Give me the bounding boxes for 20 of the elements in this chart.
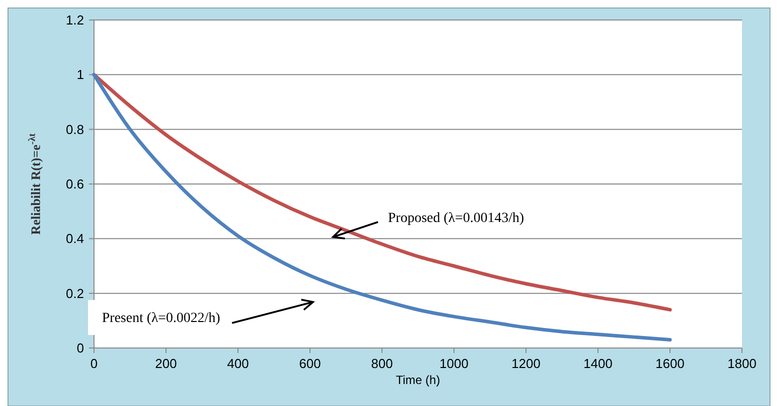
x-tick-label: 1200 [512, 356, 540, 371]
x-tick-label: 600 [299, 356, 321, 371]
x-tick-label: 400 [227, 356, 249, 371]
x-tick-label: 800 [371, 356, 393, 371]
y-tick-label: 0.8 [66, 122, 84, 137]
annotation: Present (λ=0.0022/h) [102, 311, 220, 326]
x-tick-label: 1000 [440, 356, 468, 371]
y-tick-label: 0.4 [66, 231, 84, 246]
x-tick-label: 1800 [728, 356, 756, 371]
x-axis-title: Time (h) [396, 373, 440, 387]
y-tick-label: 0 [76, 340, 84, 356]
x-tick-label: 1400 [584, 356, 612, 371]
y-tick-label: 0.6 [66, 176, 84, 192]
x-tick-label: 0 [90, 356, 98, 371]
annotation: Proposed (λ=0.00143/h) [388, 211, 524, 226]
y-tick-label: 0.2 [66, 286, 84, 301]
y-tick-label: 1.2 [66, 12, 84, 28]
x-tick-label: 1600 [656, 356, 684, 371]
x-tick-label: 200 [155, 356, 177, 371]
y-tick-label: 1 [76, 67, 84, 82]
